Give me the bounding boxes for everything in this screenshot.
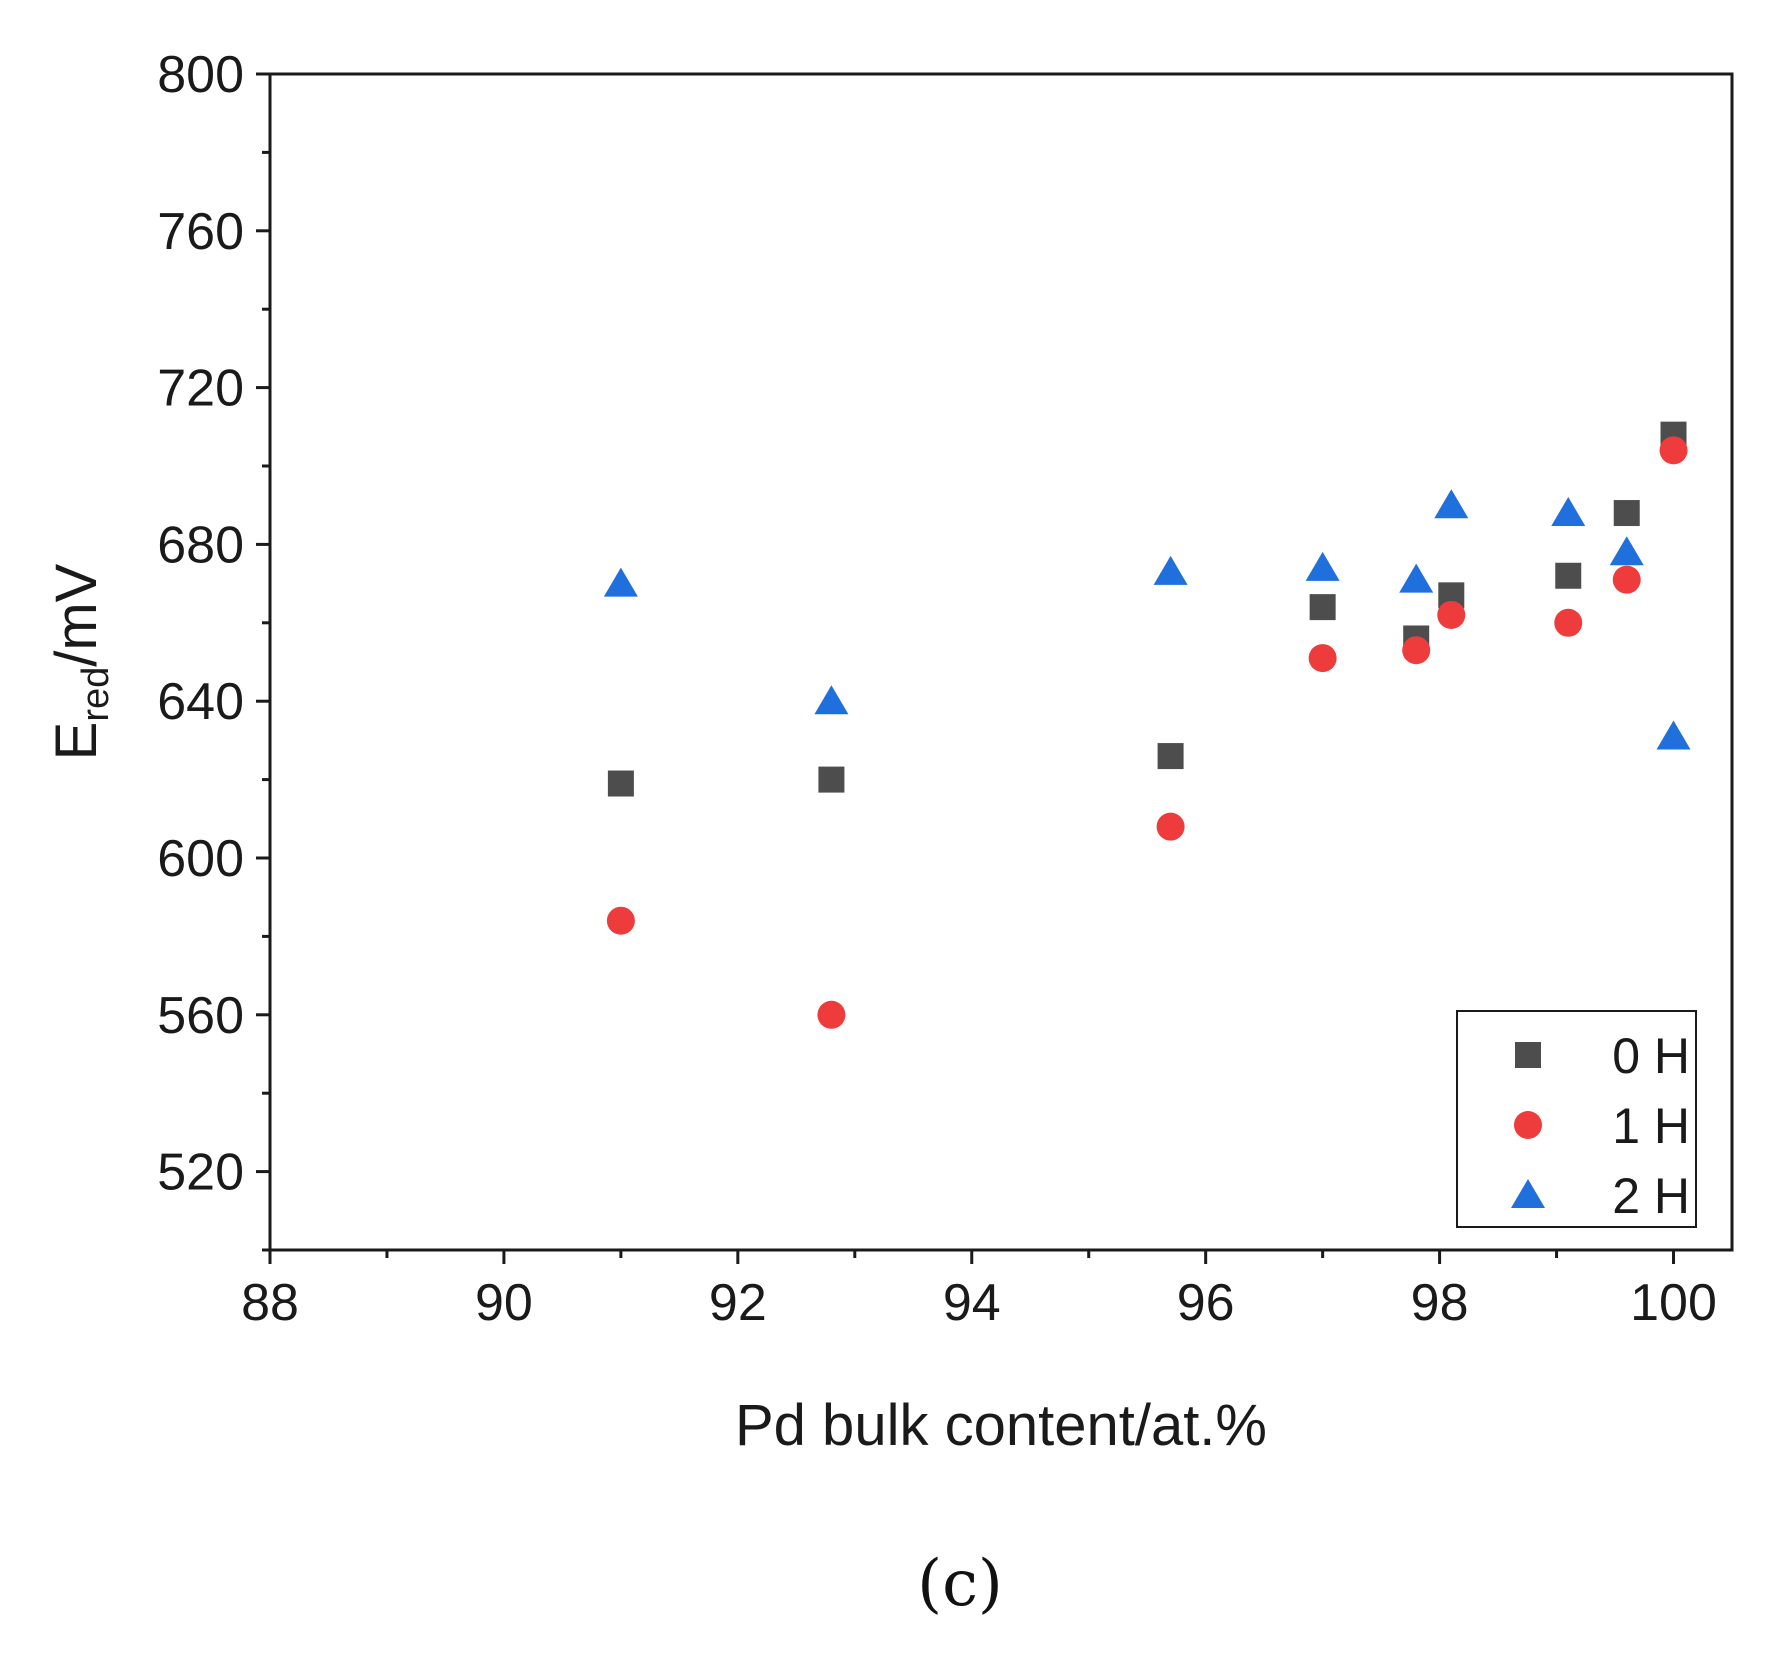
x-tick-label: 92 xyxy=(709,1274,767,1332)
data-point-1-h xyxy=(1402,636,1431,665)
data-point-0-h xyxy=(1309,594,1336,621)
plot-frame xyxy=(268,72,1734,1252)
legend-box xyxy=(1456,1010,1697,1228)
data-point-1-h xyxy=(1437,600,1466,629)
y-axis-title-subscript: red xyxy=(75,667,117,722)
y-axis: 520 560 600 640 680 720 760 800 xyxy=(157,46,270,1252)
data-point-0-h xyxy=(607,770,634,797)
data-point-0-h xyxy=(818,766,845,793)
data-point-0-h xyxy=(1157,743,1184,770)
data-point-2-h xyxy=(1399,563,1434,593)
legend-marker-2-h xyxy=(1511,1179,1545,1208)
y-axis-title-main: E xyxy=(44,722,109,761)
data-point-1-h xyxy=(817,1000,846,1029)
y-tick-label: 760 xyxy=(157,203,244,261)
data-point-2-h xyxy=(1609,536,1644,566)
y-tick-label: 680 xyxy=(157,516,244,574)
data-point-2-h xyxy=(1305,551,1340,581)
data-point-0-h xyxy=(1613,500,1640,527)
figure-caption: (c) xyxy=(917,1547,1003,1621)
data-point-0-h xyxy=(1555,562,1582,589)
legend-marker-0-h xyxy=(1515,1042,1541,1068)
data-point-1-h xyxy=(1612,565,1641,594)
x-tick-label: 100 xyxy=(1630,1274,1717,1332)
x-tick-label: 90 xyxy=(475,1274,533,1332)
y-axis-title-unit: /mV xyxy=(44,563,109,666)
y-tick-label: 600 xyxy=(157,830,244,888)
x-tick-label: 96 xyxy=(1177,1274,1235,1332)
legend-label-0-h: 0 H xyxy=(1612,1028,1690,1084)
data-point-1-h xyxy=(1659,436,1688,465)
y-tick-label: 800 xyxy=(157,46,244,104)
data-point-2-h xyxy=(1434,489,1469,519)
x-tick-label: 98 xyxy=(1411,1274,1469,1332)
x-axis: 88 90 92 94 96 98 100 xyxy=(241,1250,1717,1332)
x-tick-label: 88 xyxy=(241,1274,299,1332)
data-point-2-h xyxy=(1656,720,1691,750)
data-point-1-h xyxy=(1554,608,1583,637)
data-point-2-h xyxy=(1551,497,1586,527)
x-axis-title: Pd bulk content/at.% xyxy=(735,1393,1267,1458)
legend-marker-1-h xyxy=(1514,1111,1542,1139)
data-points xyxy=(603,421,1691,1029)
data-point-2-h xyxy=(603,567,638,597)
y-tick-label: 520 xyxy=(157,1144,244,1202)
data-point-2-h xyxy=(814,685,849,715)
y-axis-title: Ered/mV xyxy=(44,563,117,760)
legend-label-2-h: 2 H xyxy=(1612,1168,1690,1224)
legend-label-1-h: 1 H xyxy=(1612,1098,1690,1154)
x-tick-label: 94 xyxy=(943,1274,1001,1332)
y-tick-label: 640 xyxy=(157,673,244,731)
data-point-2-h xyxy=(1153,555,1188,585)
data-point-1-h xyxy=(606,906,635,935)
legend: 0 H 1 H 2 H xyxy=(1456,1010,1697,1228)
data-point-1-h xyxy=(1308,644,1337,673)
y-tick-label: 560 xyxy=(157,987,244,1045)
data-point-1-h xyxy=(1156,812,1185,841)
y-tick-label: 720 xyxy=(157,360,244,418)
